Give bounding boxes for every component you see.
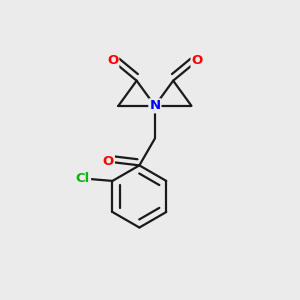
- Text: O: O: [107, 54, 118, 68]
- Text: O: O: [103, 155, 114, 168]
- Text: N: N: [149, 99, 161, 112]
- Text: Cl: Cl: [76, 172, 90, 185]
- Text: O: O: [191, 54, 203, 68]
